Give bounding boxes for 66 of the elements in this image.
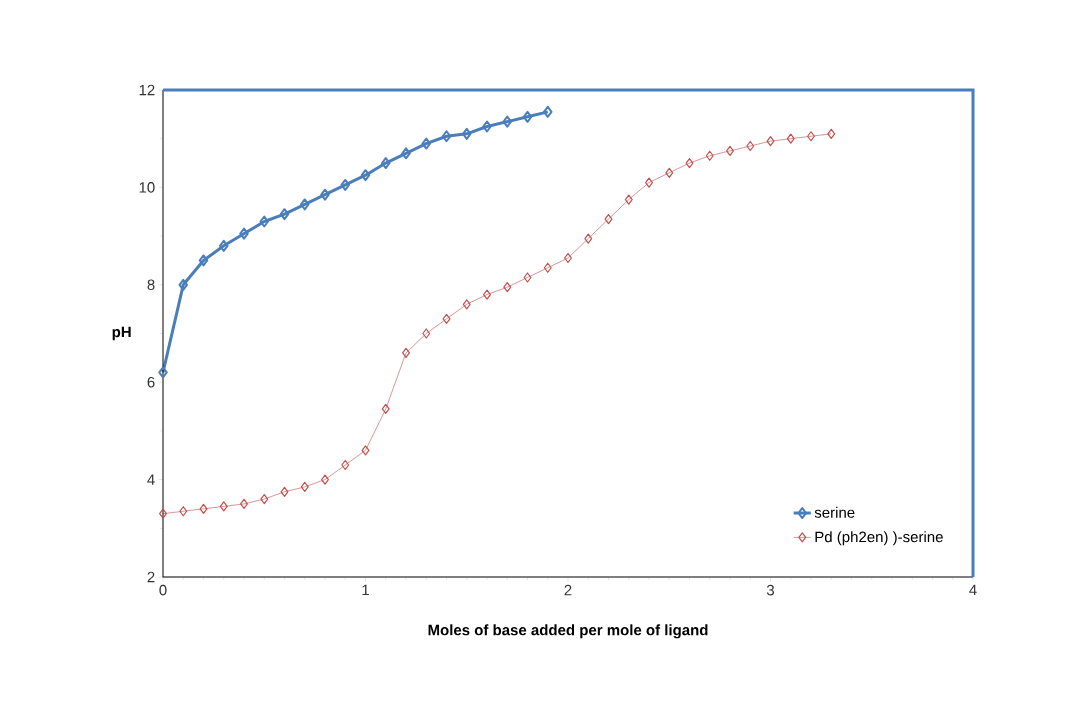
- x-tick-label: 0: [159, 584, 167, 596]
- point: [199, 503, 208, 514]
- point: [422, 328, 431, 339]
- point: [381, 403, 390, 415]
- point: [401, 147, 411, 160]
- point: [179, 506, 188, 517]
- point: [705, 150, 714, 161]
- point: [279, 208, 290, 221]
- x-tick-label: 2: [564, 584, 572, 596]
- y-tick-label: 8: [147, 279, 155, 291]
- point: [786, 133, 795, 144]
- x-tick-label: 4: [969, 584, 977, 596]
- point: [543, 262, 552, 273]
- y-tick-label: 12: [139, 84, 155, 96]
- point: [441, 130, 452, 143]
- point: [159, 508, 167, 519]
- point: [807, 131, 815, 142]
- point: [483, 289, 491, 300]
- point: [766, 136, 775, 147]
- point: [624, 194, 633, 205]
- point: [259, 215, 269, 228]
- legend-label: Pd (ph2en) )-serine: [815, 531, 943, 546]
- point: [178, 278, 188, 291]
- point: [381, 157, 391, 170]
- x-axis-title: Moles of base added per mole of ligand: [428, 624, 708, 639]
- point: [260, 493, 269, 505]
- point: [321, 474, 329, 485]
- point: [482, 120, 492, 133]
- y-tick-label: 2: [147, 571, 155, 583]
- point: [523, 272, 532, 283]
- y-tick-label: 6: [147, 376, 155, 388]
- point: [361, 445, 370, 456]
- point: [341, 459, 350, 471]
- y-axis-title: pH: [112, 326, 131, 341]
- point: [421, 137, 432, 150]
- point: [300, 198, 310, 211]
- point: [503, 282, 512, 293]
- point: [442, 313, 451, 324]
- point: [462, 299, 471, 310]
- y-tick-label: 4: [147, 474, 155, 485]
- point: [462, 127, 472, 140]
- point: [219, 239, 229, 252]
- point: [827, 128, 836, 139]
- point: [360, 169, 371, 182]
- x-tick-label: 1: [362, 584, 369, 596]
- legend-label: serine: [814, 506, 855, 518]
- point: [239, 227, 249, 240]
- point: [280, 486, 289, 497]
- point: [584, 233, 593, 244]
- point: [604, 213, 613, 225]
- point: [726, 145, 734, 156]
- point: [665, 167, 674, 178]
- point: [543, 105, 553, 118]
- point: [219, 501, 228, 512]
- point: [300, 481, 309, 492]
- point: [522, 110, 533, 123]
- point: [685, 157, 694, 169]
- point: [158, 366, 168, 379]
- point: [340, 178, 351, 191]
- point: [320, 188, 330, 201]
- point: [502, 115, 512, 128]
- x-tick-label: 3: [766, 584, 775, 596]
- point: [746, 140, 755, 152]
- point: [198, 254, 209, 267]
- y-tick-label: 10: [139, 182, 155, 193]
- point: [645, 177, 653, 188]
